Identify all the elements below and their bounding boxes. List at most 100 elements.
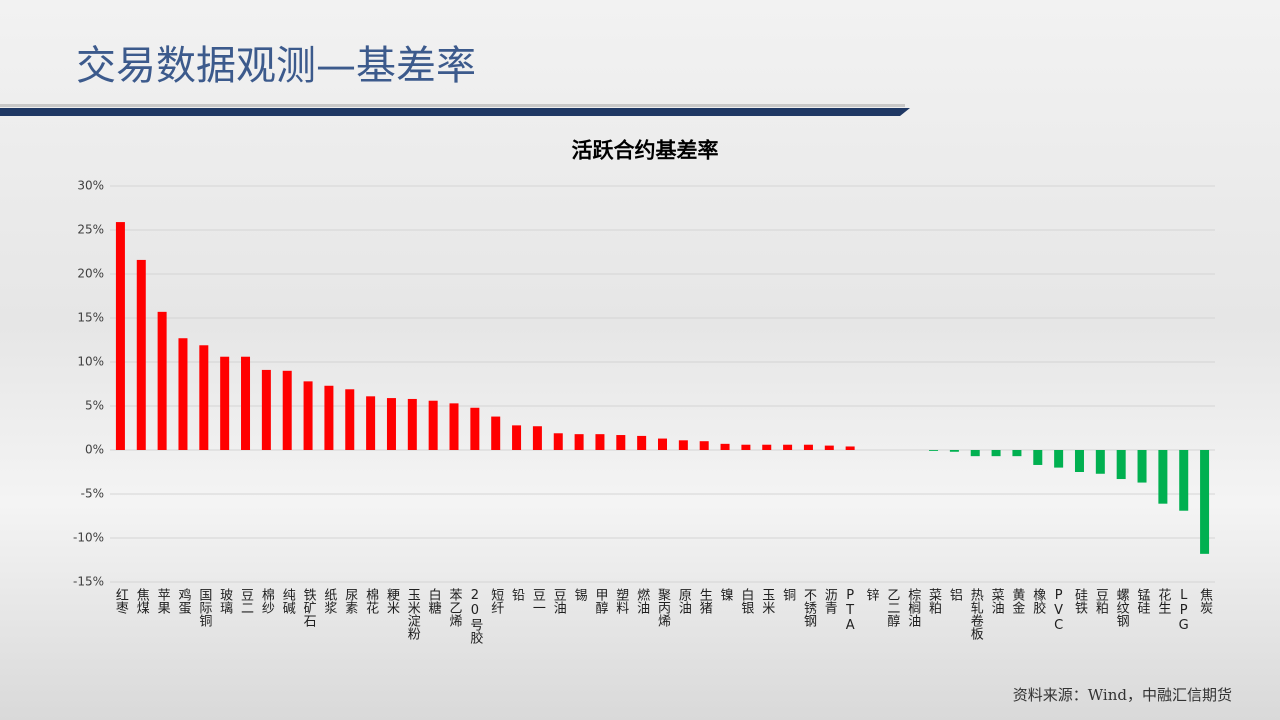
bar <box>512 425 522 450</box>
x-tick-label: 铅 <box>509 588 525 601</box>
source-note: 资料来源：Wind，中融汇信期货 <box>1013 686 1232 704</box>
bar <box>136 259 146 450</box>
x-tick-label: 短纤 <box>488 588 504 614</box>
x-tick-label: 菜油 <box>989 588 1005 614</box>
x-tick-label: 纯碱 <box>280 588 296 614</box>
bar <box>1095 450 1105 474</box>
bar <box>1074 450 1084 472</box>
x-tick-label: 橡胶 <box>1030 588 1046 615</box>
y-tick-label: -10% <box>73 531 104 545</box>
x-tick-label: 黄金 <box>1009 588 1025 614</box>
x-tick-label: 花生 <box>1155 587 1171 614</box>
x-tick-label: 不锈钢 <box>801 588 817 628</box>
x-tick-label: 菜粕 <box>926 588 942 614</box>
x-tick-label: 粳米 <box>384 588 400 614</box>
x-tick-label: 原油 <box>676 588 692 614</box>
bar <box>970 450 980 457</box>
bar <box>678 440 688 450</box>
x-tick-label: 塑料 <box>613 588 629 614</box>
bar <box>1200 450 1210 554</box>
bar <box>1116 450 1126 480</box>
x-tick-label: 生猪 <box>697 588 713 614</box>
chart-title: 活跃合约基差率 <box>572 138 719 163</box>
bar <box>762 444 772 450</box>
y-tick-label: -15% <box>73 575 104 589</box>
bar <box>595 434 605 450</box>
x-tick-label: 豆油 <box>551 588 567 614</box>
bar <box>1137 450 1147 483</box>
bar <box>491 416 501 450</box>
bar <box>658 438 667 450</box>
bar <box>720 443 730 450</box>
bar <box>1033 450 1043 465</box>
x-tick-label: 硅铁 <box>1072 588 1088 614</box>
x-tick-label: 玉米淀粉 <box>405 588 421 640</box>
x-tick-label: 锡 <box>572 588 588 601</box>
x-tick-label: 纸浆 <box>321 588 337 614</box>
y-tick-label: 10% <box>77 355 104 369</box>
bar <box>845 446 855 450</box>
bar <box>783 444 793 450</box>
bar <box>220 356 230 450</box>
bar <box>1158 450 1168 504</box>
bar <box>741 444 751 450</box>
x-tick-label: 玻璃 <box>217 588 233 614</box>
bar <box>324 385 334 450</box>
x-tick-label: PVC <box>1051 588 1066 633</box>
x-tick-label: 鸡蛋 <box>175 587 191 615</box>
x-tick-label: 豆粕 <box>1093 588 1109 614</box>
bar <box>261 369 271 450</box>
x-tick-label: 豆一 <box>530 588 546 614</box>
slide-title: 交易数据观测—基差率 <box>76 43 476 89</box>
x-tick-label: 沥青 <box>822 588 838 614</box>
bar <box>345 389 355 450</box>
x-tick-label: 20号胶 <box>467 588 483 645</box>
bar <box>407 398 417 450</box>
bar <box>803 444 813 450</box>
bar <box>470 407 480 450</box>
x-tick-label: 锰硅 <box>1135 588 1151 614</box>
x-tick-label: 白糖 <box>426 587 442 615</box>
bar <box>553 433 563 450</box>
bar <box>282 370 292 450</box>
x-tick-label: 乙二醇 <box>884 588 900 627</box>
x-tick-label: 聚丙烯 <box>655 588 671 627</box>
x-tick-label: 螺纹钢 <box>1114 588 1130 628</box>
y-tick-label: 30% <box>77 179 104 193</box>
x-tick-label: 铝 <box>947 588 963 601</box>
bar <box>824 445 834 450</box>
x-tick-label: 焦炭 <box>1197 588 1213 615</box>
x-tick-label: 铁矿石 <box>301 588 317 627</box>
bar <box>428 400 438 450</box>
x-tick-label: 甲醇 <box>592 588 608 614</box>
y-tick-label: -5% <box>81 487 104 501</box>
header-bar <box>0 108 910 116</box>
bar <box>366 396 376 450</box>
x-tick-label: 尿素 <box>342 588 358 614</box>
bar <box>574 434 584 450</box>
bar <box>178 338 188 450</box>
bar <box>929 450 939 451</box>
x-tick-label: 锌 <box>863 588 879 601</box>
bar <box>386 398 396 450</box>
bar <box>241 356 251 450</box>
x-tick-label: 热轧卷板 <box>968 588 984 641</box>
x-tick-label: 焦煤 <box>134 588 150 614</box>
y-tick-label: 20% <box>77 267 104 281</box>
header-rule <box>0 104 905 107</box>
x-tick-label: 苯乙烯 <box>447 588 463 627</box>
y-tick-label: 0% <box>85 443 104 457</box>
bar <box>199 345 209 450</box>
x-tick-label: 棉纱 <box>259 588 275 614</box>
x-tick-label: 国际铜 <box>196 588 212 627</box>
bar <box>449 403 459 450</box>
x-tick-label: 棉花 <box>363 588 379 615</box>
y-tick-label: 25% <box>77 223 104 237</box>
x-tick-label: 铜 <box>780 588 796 601</box>
x-tick-label: PTA <box>843 588 858 633</box>
x-tick-label: 苹果 <box>155 588 171 614</box>
bar <box>532 426 542 450</box>
y-tick-label: 15% <box>77 311 104 325</box>
y-tick-label: 5% <box>85 399 104 413</box>
